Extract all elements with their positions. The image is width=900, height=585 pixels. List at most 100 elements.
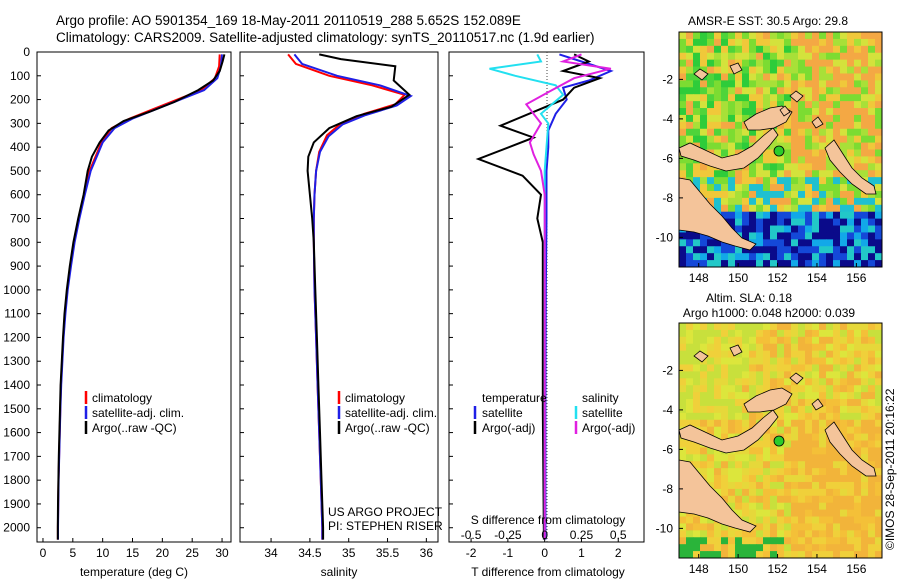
map-tile <box>826 329 834 338</box>
map-tile <box>777 260 785 268</box>
map-tile <box>819 336 827 345</box>
map-tile <box>826 475 834 483</box>
map-tile <box>791 218 799 227</box>
map-tile <box>868 128 876 137</box>
map-tile <box>819 468 827 476</box>
map-tile <box>749 246 757 254</box>
map-tile <box>819 385 827 393</box>
map-tile <box>742 253 750 261</box>
salinity-plot-frame <box>239 51 439 543</box>
map-tile <box>840 246 848 254</box>
map-tile <box>742 419 750 428</box>
map-tile <box>728 177 736 185</box>
map-tile <box>770 419 778 428</box>
map-tile <box>784 447 792 455</box>
map-tile <box>812 128 820 137</box>
map-tile <box>707 101 715 109</box>
map-tile <box>819 544 827 552</box>
map-tile <box>847 87 855 95</box>
map-tile <box>735 378 743 386</box>
map-tile <box>791 52 799 61</box>
map-tile <box>833 357 841 365</box>
map-tile <box>791 142 799 150</box>
map-tile <box>819 454 827 462</box>
x-tick-label: 36 <box>420 546 434 560</box>
map-tile <box>721 101 729 109</box>
map-tile <box>875 218 883 227</box>
map-tile <box>735 260 743 268</box>
map-tile <box>686 114 694 123</box>
map-tile <box>756 502 764 511</box>
map-tile <box>798 357 806 365</box>
map-tile <box>819 481 827 490</box>
map-tile <box>679 45 687 54</box>
map-tile <box>763 156 771 164</box>
map-tile <box>840 516 848 524</box>
map-tile <box>693 170 701 178</box>
map-tile <box>784 495 792 504</box>
map-tile <box>847 357 855 365</box>
map-tile <box>686 232 694 240</box>
map-tile <box>826 59 834 68</box>
map-tile <box>777 163 785 171</box>
map-tile <box>749 108 757 116</box>
map-tile <box>861 101 869 109</box>
map-tile <box>777 323 785 331</box>
map-tile <box>861 481 869 490</box>
map-tile <box>707 343 715 352</box>
map-tile <box>686 357 694 365</box>
map-tile <box>812 447 820 455</box>
map-tile <box>714 239 722 247</box>
map-tile <box>812 412 820 421</box>
map-tile <box>714 468 722 476</box>
map-tile <box>714 184 722 192</box>
map-tile <box>833 94 841 102</box>
map-tile <box>805 246 813 254</box>
map-tile <box>770 475 778 483</box>
map-tile <box>749 357 757 365</box>
map-tile <box>840 364 848 372</box>
map-tile <box>847 94 855 102</box>
map-tile <box>749 323 757 331</box>
map-tile <box>861 87 869 95</box>
map-tile <box>875 392 883 400</box>
map-tile <box>840 232 848 240</box>
map-tile <box>679 440 687 448</box>
map-tile <box>756 101 764 109</box>
map-tile <box>693 364 701 372</box>
map-tile <box>714 197 722 206</box>
map-tile <box>777 551 785 559</box>
map-tile <box>686 364 694 372</box>
map-tile <box>854 246 862 254</box>
map-tile <box>847 509 855 518</box>
map-tile <box>840 204 848 213</box>
map-tile <box>861 52 869 61</box>
map-tile <box>742 177 750 185</box>
map-tile <box>784 461 792 469</box>
map-tile <box>756 253 764 261</box>
map-tile <box>742 378 750 386</box>
map-tile <box>679 350 687 359</box>
map-tile <box>777 475 785 483</box>
s-tick-label: 0.5 <box>610 528 627 542</box>
map-tile <box>679 392 687 400</box>
map-tile <box>805 537 813 545</box>
map-tile <box>749 454 757 462</box>
map-tile <box>721 433 729 441</box>
map-tile <box>763 336 771 345</box>
map-tile <box>819 516 827 524</box>
map-tile <box>735 454 743 462</box>
map-tile <box>700 323 708 331</box>
map-tile <box>861 419 869 428</box>
map-tile <box>770 253 778 261</box>
map-tile <box>833 350 841 359</box>
map-tile <box>686 412 694 421</box>
map-tile <box>686 66 694 74</box>
map-tile <box>812 329 820 338</box>
map-tile <box>875 253 883 261</box>
map-tile <box>791 447 799 455</box>
map-tile <box>777 170 785 178</box>
map-tile <box>749 385 757 393</box>
map-tile <box>812 502 820 511</box>
map-tile <box>840 59 848 68</box>
